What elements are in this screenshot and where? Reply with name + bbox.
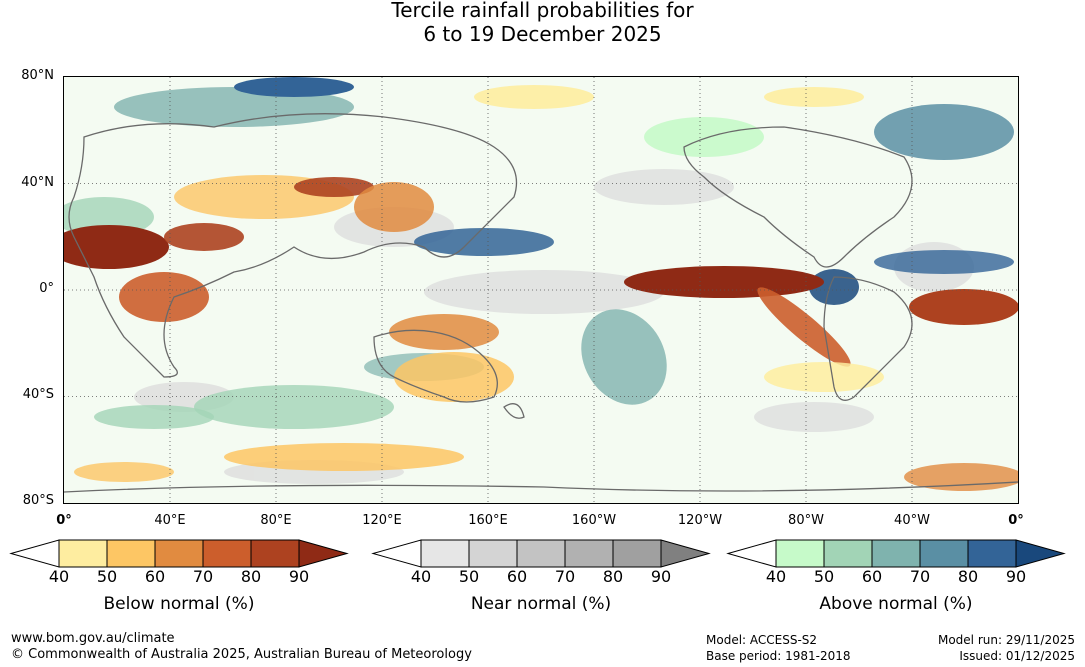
lon-label-40w: 40°W xyxy=(894,513,930,528)
above-tick-40: 40 xyxy=(765,567,787,586)
title-line-1: Tercile rainfall probabilities for xyxy=(391,0,694,22)
title-line-2: 6 to 19 December 2025 xyxy=(423,22,662,46)
lat-label-80s: 80°S xyxy=(22,493,54,508)
above-swatch-5 xyxy=(967,539,1017,568)
lat-label-40s: 40°S xyxy=(22,387,54,402)
below-tick-80: 80 xyxy=(240,567,262,586)
above-tick-90: 90 xyxy=(1005,567,1027,586)
above-swatch-0 xyxy=(726,539,777,568)
above-tick-60: 60 xyxy=(861,567,883,586)
below-swatch-1 xyxy=(58,539,108,568)
near-tick-80: 80 xyxy=(602,567,624,586)
lon-label-80w: 80°W xyxy=(788,513,824,528)
near-swatch-1 xyxy=(420,539,470,568)
footer-model-run: Model run: 29/11/2025 xyxy=(937,633,1075,647)
above-swatch-4 xyxy=(919,539,969,568)
above-swatch-6 xyxy=(1015,539,1066,568)
near-tick-60: 60 xyxy=(506,567,528,586)
above-colorbar-title: Above normal (%) xyxy=(819,594,973,614)
near-swatch-2 xyxy=(468,539,518,568)
lon-label-80e: 80°E xyxy=(260,513,292,528)
lat-label-40n: 40°N xyxy=(21,175,54,190)
near-swatch-0 xyxy=(371,539,422,568)
below-colorbar-title: Below normal (%) xyxy=(103,594,255,614)
footer-model: Model: ACCESS-S2 xyxy=(706,633,818,647)
graticule xyxy=(64,77,1018,503)
colorbar-near-normal: 40 50 60 70 80 90 Near normal (%) xyxy=(371,539,711,614)
near-tick-90: 90 xyxy=(650,567,672,586)
near-swatch-3 xyxy=(516,539,566,568)
lat-label-80n: 80°N xyxy=(21,68,54,83)
colorbar-near-swatches xyxy=(371,539,711,568)
map-title: Tercile rainfall probabilities for 6 to … xyxy=(0,0,1085,46)
colorbar-below-swatches xyxy=(9,539,349,568)
lon-label-120w: 120°W xyxy=(677,513,723,528)
lon-label-0-east-edge: 0° xyxy=(1008,513,1024,528)
below-tick-70: 70 xyxy=(192,567,214,586)
below-tick-50: 50 xyxy=(96,567,118,586)
above-tick-80: 80 xyxy=(957,567,979,586)
below-swatch-2 xyxy=(106,539,156,568)
below-normal-regions xyxy=(64,85,1018,491)
lon-label-40e: 40°E xyxy=(154,513,186,528)
near-swatch-4 xyxy=(564,539,614,568)
below-tick-90: 90 xyxy=(288,567,310,586)
above-swatch-3 xyxy=(871,539,921,568)
below-swatch-3 xyxy=(154,539,204,568)
near-tick-70: 70 xyxy=(554,567,576,586)
lon-label-0-west-edge: 0° xyxy=(56,513,72,528)
coastlines xyxy=(64,113,1018,493)
colorbar-above-normal: 40 50 60 70 80 90 Above normal (%) xyxy=(726,539,1066,614)
footer-copyright: © Commonwealth of Australia 2025, Austra… xyxy=(11,647,472,662)
below-swatch-4 xyxy=(202,539,252,568)
above-tick-70: 70 xyxy=(909,567,931,586)
lon-label-160w: 160°W xyxy=(571,513,617,528)
below-tick-60: 60 xyxy=(144,567,166,586)
below-tick-40: 40 xyxy=(48,567,70,586)
lon-label-120e: 120°E xyxy=(362,513,402,528)
lon-label-160e: 160°E xyxy=(468,513,508,528)
footer-base-period: Base period: 1981-2018 xyxy=(706,649,851,663)
near-tick-50: 50 xyxy=(458,567,480,586)
above-tick-50: 50 xyxy=(813,567,835,586)
near-swatch-5 xyxy=(612,539,662,568)
map-canvas xyxy=(64,77,1018,503)
near-colorbar-title: Near normal (%) xyxy=(470,594,612,614)
above-swatch-1 xyxy=(775,539,825,568)
colorbar-above-swatches xyxy=(726,539,1066,568)
below-swatch-6 xyxy=(298,539,349,568)
footer-issued: Issued: 01/12/2025 xyxy=(959,649,1075,663)
near-swatch-6 xyxy=(660,539,711,568)
below-swatch-0 xyxy=(9,539,60,568)
above-swatch-2 xyxy=(823,539,873,568)
below-swatch-5 xyxy=(250,539,300,568)
colorbar-below-normal: 40 50 60 70 80 90 Below normal (%) xyxy=(9,539,349,614)
rainfall-probability-map xyxy=(63,76,1019,504)
near-tick-40: 40 xyxy=(410,567,432,586)
above-normal-regions xyxy=(64,77,1014,429)
footer-website: www.bom.gov.au/climate xyxy=(11,631,175,646)
lat-label-equator: 0° xyxy=(39,281,54,296)
